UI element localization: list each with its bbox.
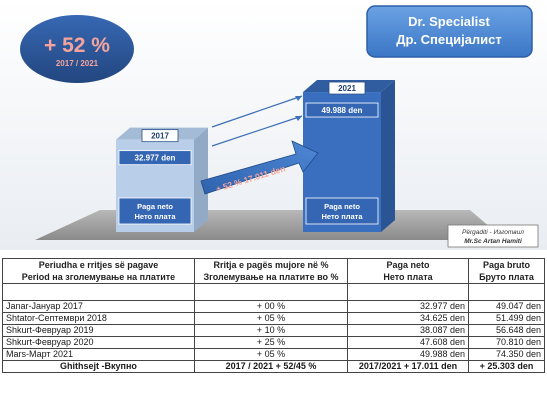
bar-side [381,80,395,232]
cell-gross: 51.499 den [468,312,545,325]
title-line2: Др. Специјалист [396,32,502,47]
trend-arrows [211,95,303,147]
table-row: Mars-Март 2021 + 05 % 49.988 den 74.350 … [2,348,545,361]
bar-caption-line2: Нето плата [321,212,363,221]
cell-gross: 74.350 den [468,348,545,361]
bar-value-label: 32.977 den [135,154,176,163]
bar-year-label: 2017 [151,132,169,141]
col-increase-header: Rritja e pagës mujore në % [194,258,348,271]
bar-caption-line1: Paga neto [137,202,173,211]
table-header-row: Periudha e rritjes së pagave Rritja e pa… [2,258,545,271]
table-row: Shkurt-Февруар 2020 + 25 % 47.608 den 70… [2,336,545,349]
bar-year-label: 2021 [338,84,356,93]
col-increase-subheader: Зголемување на платите во % [194,271,348,284]
cell-increase: + 25 % [194,336,348,349]
cell-gross: 49.047 den [468,300,545,313]
table-spacer-row [2,283,545,301]
credit-line2: Mr.Sc Artan Hamiti [464,238,522,245]
bar-value-label: 49.988 den [322,106,363,115]
table-header-row: Period на зголемување на платите Зголему… [2,271,545,284]
cell-period: Janar-Јануар 2017 [2,300,195,313]
total-increase: 2017 / 2021 + 52/45 % [194,360,348,373]
bar-caption-line2: Нето плата [134,212,176,221]
title-box: Dr. Specialist Др. Специјалист [366,5,533,58]
cell-increase: + 10 % [194,324,348,337]
cell-net: 47.608 den [347,336,469,349]
table-total-row: Ghithsejt -Вкупно 2017 / 2021 + 52/45 % … [2,360,545,373]
chart-floor [35,210,505,240]
growth-arrow-shape [200,140,319,195]
col-net-subheader: Нето плата [347,271,469,284]
cell-net: 34.625 den [347,312,469,325]
total-gross: + 25.303 den [468,360,545,373]
cell-increase: + 05 % [194,312,348,325]
bar-caption-line1: Paga neto [324,202,360,211]
col-period-header: Periudha e rritjes së pagave [2,258,195,271]
cell-increase: + 00 % [194,300,348,313]
col-gross-header: Paga bruto [468,258,545,271]
table-row: Shkurt-Февруар 2019 + 10 % 38.087 den 56… [2,324,545,337]
bar-value-box [118,150,192,166]
credit-box: Përgaditi - Изготвил Mr.Sc Artan Hamiti [447,224,539,248]
growth-badge: + 52 % 2017 / 2021 [20,15,134,83]
badge-period: 2017 / 2021 [56,59,99,68]
cell-period: Shkurt-Февруар 2020 [2,336,195,349]
col-net-header: Paga neto [347,258,469,271]
cell-period: Mars-Март 2021 [2,348,195,361]
cell-net: 38.087 den [347,324,469,337]
bar-caption-box [305,197,379,225]
bar-value-box [305,102,379,118]
bar-year-box [328,81,366,95]
cell-period: Shtator-Септември 2018 [2,312,195,325]
salary-table: Periudha e rritjes së pagave Rritja e pa… [2,258,545,373]
cell-gross: 70.810 den [468,336,545,349]
total-net: 2017/2021 + 17.011 den [347,360,469,373]
badge-ellipse [20,15,134,83]
cell-net: 49.988 den [347,348,469,361]
table-row: Janar-Јануар 2017 + 00 % 32.977 den 49.0… [2,300,545,313]
cell-net: 32.977 den [347,300,469,313]
title-line1: Dr. Specialist [408,14,490,29]
cell-period: Shkurt-Февруар 2019 [2,324,195,337]
bar-caption-box [118,197,192,225]
cell-increase: + 05 % [194,348,348,361]
col-gross-subheader: Бруто плата [468,271,545,284]
credit-line1: Përgaditi - Изготвил [462,229,524,236]
bar-year-box [141,129,179,143]
badge-value: + 52 % [44,34,110,57]
salary-chart: + 52 % 2017 / 2021 Dr. Specialist Др. Сп… [0,0,547,250]
total-label: Ghithsejt -Вкупно [2,360,195,373]
cell-gross: 56.648 den [468,324,545,337]
table-row: Shtator-Септември 2018 + 05 % 34.625 den… [2,312,545,325]
col-period-subheader: Period на зголемување на платите [2,271,195,284]
bar-side [194,127,208,232]
